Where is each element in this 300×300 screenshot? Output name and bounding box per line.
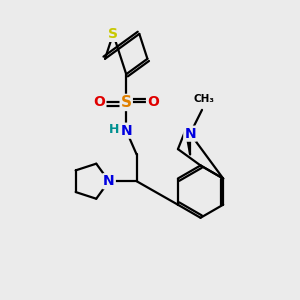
Text: S: S: [121, 95, 132, 110]
Text: S: S: [108, 27, 118, 41]
Text: N: N: [184, 127, 196, 141]
Text: O: O: [94, 95, 105, 110]
Text: CH₃: CH₃: [194, 94, 215, 104]
Text: O: O: [147, 95, 159, 110]
Text: N: N: [120, 124, 132, 138]
Text: N: N: [103, 174, 115, 188]
Text: H: H: [109, 123, 119, 136]
